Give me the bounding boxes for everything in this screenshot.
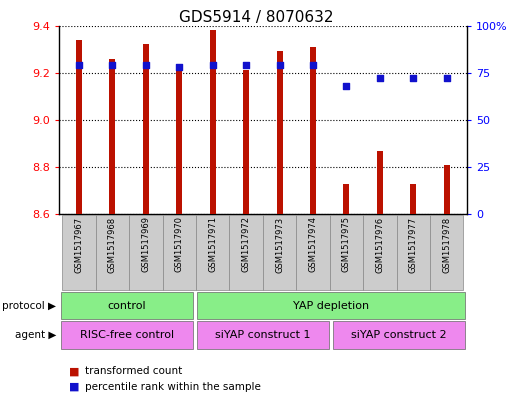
Text: GSM1517977: GSM1517977 bbox=[409, 217, 418, 273]
Text: GSM1517975: GSM1517975 bbox=[342, 217, 351, 272]
Bar bbox=[63, 215, 96, 290]
Point bbox=[443, 75, 451, 81]
Text: siYAP construct 2: siYAP construct 2 bbox=[351, 330, 447, 340]
Bar bbox=[109, 59, 115, 214]
Point bbox=[409, 75, 418, 81]
Bar bbox=[61, 292, 193, 319]
Point bbox=[108, 62, 116, 68]
Bar bbox=[410, 184, 417, 214]
Text: GSM1517976: GSM1517976 bbox=[376, 217, 384, 273]
Text: protocol ▶: protocol ▶ bbox=[3, 301, 56, 310]
Bar bbox=[96, 215, 129, 290]
Bar bbox=[444, 165, 450, 214]
Text: siYAP construct 1: siYAP construct 1 bbox=[215, 330, 311, 340]
Bar bbox=[330, 215, 363, 290]
Point bbox=[175, 64, 184, 70]
Point bbox=[275, 62, 284, 68]
Bar bbox=[210, 30, 216, 214]
Point bbox=[342, 83, 350, 89]
Text: ■: ■ bbox=[69, 382, 80, 392]
Bar bbox=[163, 215, 196, 290]
Bar bbox=[61, 321, 193, 349]
Bar bbox=[344, 184, 349, 214]
Text: GSM1517968: GSM1517968 bbox=[108, 217, 117, 273]
Text: control: control bbox=[108, 301, 146, 310]
Bar bbox=[310, 47, 316, 214]
Bar bbox=[332, 321, 465, 349]
Text: percentile rank within the sample: percentile rank within the sample bbox=[85, 382, 261, 392]
Text: GSM1517969: GSM1517969 bbox=[142, 217, 150, 272]
Text: GSM1517967: GSM1517967 bbox=[74, 217, 84, 273]
Bar bbox=[430, 215, 463, 290]
Point bbox=[209, 62, 217, 68]
Text: GSM1517970: GSM1517970 bbox=[175, 217, 184, 272]
Point bbox=[242, 62, 250, 68]
Text: YAP depletion: YAP depletion bbox=[293, 301, 369, 310]
Text: RISC-free control: RISC-free control bbox=[80, 330, 174, 340]
Point bbox=[309, 62, 317, 68]
Bar bbox=[229, 215, 263, 290]
Text: transformed count: transformed count bbox=[85, 366, 182, 376]
Bar bbox=[297, 215, 330, 290]
Bar bbox=[76, 40, 82, 214]
Text: GSM1517978: GSM1517978 bbox=[442, 217, 451, 273]
Bar bbox=[397, 215, 430, 290]
Text: GSM1517974: GSM1517974 bbox=[308, 217, 318, 272]
Bar bbox=[263, 215, 297, 290]
Text: GDS5914 / 8070632: GDS5914 / 8070632 bbox=[179, 10, 334, 25]
Text: ■: ■ bbox=[69, 366, 80, 376]
Bar bbox=[129, 215, 163, 290]
Point bbox=[75, 62, 83, 68]
Bar bbox=[143, 44, 149, 214]
Text: agent ▶: agent ▶ bbox=[15, 330, 56, 340]
Bar bbox=[176, 70, 182, 214]
Bar bbox=[277, 51, 283, 214]
Bar bbox=[196, 292, 465, 319]
Point bbox=[376, 75, 384, 81]
Text: GSM1517972: GSM1517972 bbox=[242, 217, 251, 272]
Bar bbox=[377, 151, 383, 214]
Bar bbox=[196, 215, 229, 290]
Bar bbox=[363, 215, 397, 290]
Bar bbox=[243, 70, 249, 214]
Bar bbox=[196, 321, 329, 349]
Text: GSM1517973: GSM1517973 bbox=[275, 217, 284, 273]
Point bbox=[142, 62, 150, 68]
Text: GSM1517971: GSM1517971 bbox=[208, 217, 218, 272]
